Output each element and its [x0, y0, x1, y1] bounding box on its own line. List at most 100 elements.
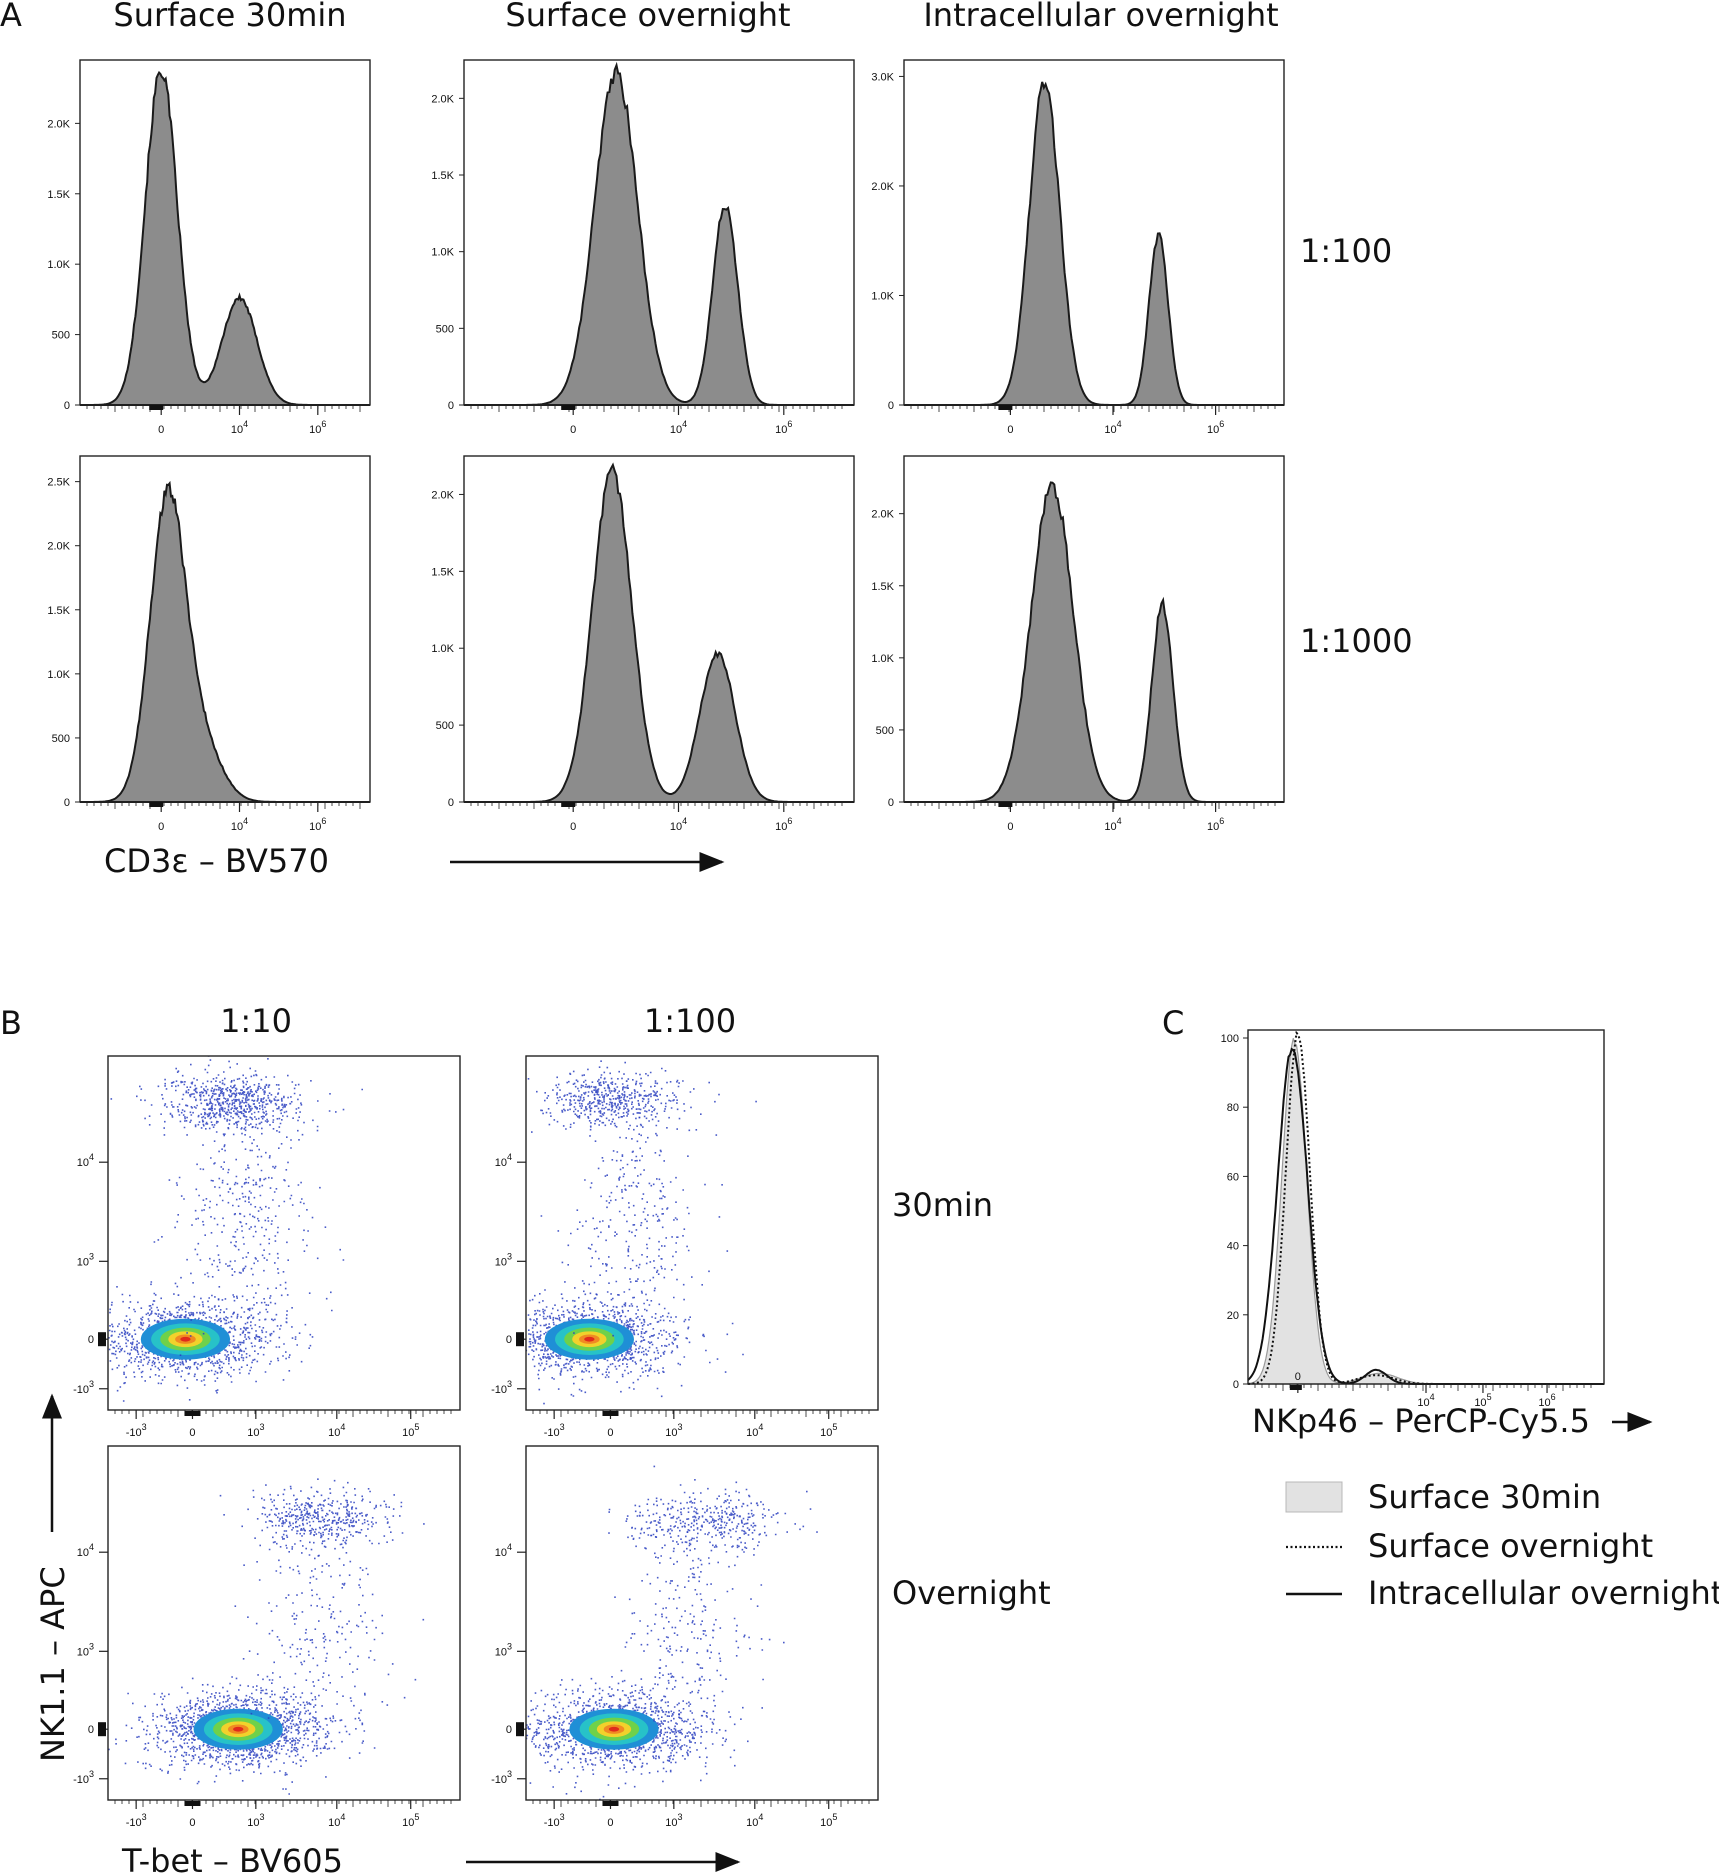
chart-a-r2-c1-y-tick-label-0: 0 — [64, 797, 70, 809]
chart-a-r2-c1-zero-marker — [149, 802, 164, 807]
chart-c-y-tick-label-100: 100 — [1221, 1033, 1239, 1045]
chart-b-r2-c2-x-tick-label-10-3: 103 — [665, 1812, 682, 1829]
chart-b-r1-c1-y-tick-label-10-3: -103 — [73, 1379, 94, 1396]
chart-a-r1-c2-x-minor-ticks — [470, 405, 843, 412]
chart-a-r2-c3: 0 500 1.0K 1.5K 2.0K 0 104 106 — [871, 455, 1285, 833]
chart-a-r1-c3-x-minor-ticks — [910, 405, 1276, 412]
chart-b-r1-c2-cluster-2 — [540, 1071, 757, 1405]
panel-c-legend: Surface 30min Surface overnight Intracel… — [1285, 1478, 1719, 1612]
chart-a-r1-c3-y-tick-label-3-0k: 3.0K — [871, 71, 894, 83]
chart-b-r1-c1-zero-marker-y — [98, 1332, 106, 1347]
chart-a-r1-c1-frame — [79, 59, 371, 406]
chart-a-r1-c2-x-tick-label-0: 0 — [570, 424, 576, 436]
chart-a-r1-c2-x-tick-label-10-4: 104 — [670, 419, 687, 436]
chart-a-r2-c3-y-tick-label-2-0k: 2.0K — [871, 509, 894, 521]
chart-a-r2-c2-y-tick-label-0: 0 — [448, 797, 454, 809]
chart-b-r2-c1-cluster-1-dots — [219, 1479, 425, 1557]
chart-b-r2-c2-events — [526, 1465, 818, 1800]
chart-b-r2-c1-x-tick-label-10-5: 105 — [402, 1812, 419, 1829]
chart-c-y-tick-label-40: 40 — [1227, 1241, 1239, 1253]
chart-b-r2-c1-x-tick-label-10-4: 104 — [328, 1812, 345, 1829]
chart-b-r1-c2-y-tick-label-10-4: 104 — [495, 1152, 512, 1169]
chart-a-r2-c1-y-tick-label-500: 500 — [52, 733, 70, 745]
chart-a-r1-c3-y-tick-label-1-0k: 1.0K — [871, 290, 894, 302]
chart-a-r1-c3-zero-marker — [998, 405, 1013, 410]
chart-b-r1-c1-x-tick-label-10-3: 103 — [247, 1422, 264, 1439]
chart-b-r2-c2-cluster-1-dots — [608, 1487, 818, 1568]
chart-a-r2-c2: 0 500 1.0K 1.5K 2.0K 0 104 106 — [431, 455, 855, 833]
chart-b-r2-c1-frame — [107, 1445, 461, 1801]
chart-a-r1-c2: 0 500 1.0K 1.5K 2.0K 0 104 106 — [431, 59, 855, 436]
chart-b-r1-c2-y-tick-label-10-3: -103 — [491, 1379, 512, 1396]
chart-b-r1-c1-y-tick-label-10-4: 104 — [77, 1152, 94, 1169]
chart-a-r2-c3-x-minor-ticks — [910, 802, 1276, 809]
chart-a-r2-c2-y-tick-label-1-5k: 1.5K — [431, 566, 454, 578]
chart-a-r1-c1: 0 500 1.0K 1.5K 2.0K 0 104 106 — [47, 59, 371, 436]
chart-b-r1-c1-cluster-0 — [108, 1281, 333, 1402]
chart-a-r2-c1-y-tick-label-1-5k: 1.5K — [47, 605, 70, 617]
chart-b-r2-c2-y-tick-label-10-3: -103 — [491, 1769, 512, 1786]
chart-a-r2-c1-y-tick-label-2-5k: 2.5K — [47, 477, 70, 489]
chart-a-r2-c1: 0 500 1.0K 1.5K 2.0K 2.5K 0 104 106 — [47, 455, 371, 833]
chart-c-x-minor-ticks — [1254, 1384, 1592, 1391]
chart-a-r2-c3-zero-marker — [998, 802, 1013, 807]
legend-swatch-filled — [1285, 1481, 1343, 1513]
panel-a-x-axis-label: CD3ε – BV570 — [104, 842, 329, 880]
chart-b-r2-c2-y-tick-label-10-3: 103 — [495, 1641, 512, 1658]
chart-a-r1-c3-histogram — [904, 81, 1284, 406]
panel-b-column-title-2: 1:100 — [644, 1002, 736, 1040]
chart-a-r2-c2-x-minor-ticks — [470, 802, 843, 809]
chart-a-r1-c1-y-tick-label-1-0k: 1.0K — [47, 259, 70, 271]
chart-b-r2-c2-y-tick-label-10-4: 104 — [495, 1542, 512, 1559]
chart-a-r1-c3-y-tick-label-2-0k: 2.0K — [871, 181, 894, 193]
chart-a-r2-c1-frame — [79, 455, 371, 803]
chart-b-r2-c2-cluster-1 — [608, 1487, 818, 1568]
chart-b-r1-c2-y-tick-label-0: 0 — [506, 1334, 512, 1346]
chart-b-r2-c1-zero-marker-x — [184, 1801, 201, 1806]
chart-b-r2-c1-x-tick-label-10-3: 103 — [247, 1812, 264, 1829]
chart-a-r1-c1-y-tick-label-2-0k: 2.0K — [47, 118, 70, 130]
panel-b-x-axis-label: T-bet – BV605 — [121, 1842, 343, 1875]
panel-letter-a: A — [0, 0, 22, 34]
chart-a-r2-c2-histogram — [464, 462, 854, 803]
chart-b-r1-c1-x-tick-label-0: 0 — [189, 1427, 195, 1439]
chart-b-r1-c2-cluster-0 — [526, 1281, 744, 1397]
chart-a-r2-c2-y-tick-label-1-0k: 1.0K — [431, 643, 454, 655]
chart-b-r1-c2-cluster-2-dots — [540, 1071, 757, 1405]
legend-label-intracellular-overnight: Intracellular overnight — [1368, 1574, 1719, 1612]
chart-c-zero-marker — [1289, 1385, 1302, 1390]
chart-b-r2-c2-x-tick-label-10-5: 105 — [820, 1812, 837, 1829]
chart-b-r2-c1-zero-marker-y — [98, 1722, 106, 1737]
chart-b-r2-c2-y-tick-label-0: 0 — [506, 1724, 512, 1736]
chart-a-r2-c2-y-tick-label-2-0k: 2.0K — [431, 489, 454, 501]
chart-a-r1-c2-y-tick-label-1-0k: 1.0K — [431, 247, 454, 259]
panel-b-column-title-1: 1:10 — [220, 1002, 292, 1040]
chart-a-r1-c2-x-tick-label-10-6: 106 — [775, 419, 792, 436]
chart-b-r2-c1-y-tick-label-0: 0 — [88, 1724, 94, 1736]
chart-b-r2-c2: -103 0 103 104 105 -103 0 103 104 — [491, 1445, 879, 1829]
chart-a-r1-c2-zero-marker — [561, 405, 576, 410]
chart-b-r1-c2-y-tick-label-10-3: 103 — [495, 1251, 512, 1268]
chart-b-r2-c1-cluster-0 — [108, 1674, 376, 1800]
chart-a-r1-c3-x-tick-label-10-4: 104 — [1104, 419, 1121, 436]
chart-b-r1-c2-x-tick-label-0: 0 — [607, 1427, 613, 1439]
chart-a-r1-c2-frame — [463, 59, 855, 406]
chart-a-r2-c3-y-tick-label-1-5k: 1.5K — [871, 581, 894, 593]
chart-c-y-tick-label-20: 20 — [1227, 1310, 1239, 1322]
chart-b-r1-c1-density-ring-5 — [180, 1336, 191, 1342]
chart-b-r1-c1-frame — [107, 1055, 461, 1411]
chart-c-x-tick-label-0: 0 — [1295, 1371, 1301, 1383]
panel-a-column-title-3: Intracellular overnight — [923, 0, 1278, 34]
chart-a-r1-c3-frame — [903, 59, 1285, 406]
chart-b-r1-c1: -103 0 103 104 105 -103 0 103 104 — [73, 1055, 461, 1439]
chart-b-r2-c2-cluster-0 — [526, 1667, 764, 1800]
panel-b-row-label-1: 30min — [892, 1186, 993, 1224]
chart-a-r1-c1-x-minor-ticks — [86, 405, 361, 412]
chart-a-r2-c3-histogram — [904, 481, 1284, 803]
chart-a-r1-c2-histogram — [464, 61, 854, 406]
chart-a-r2-c3-y-tick-label-0: 0 — [888, 797, 894, 809]
chart-b-r2-c1-y-tick-label-10-3: 103 — [77, 1641, 94, 1658]
chart-b-r2-c1-events — [108, 1478, 425, 1800]
